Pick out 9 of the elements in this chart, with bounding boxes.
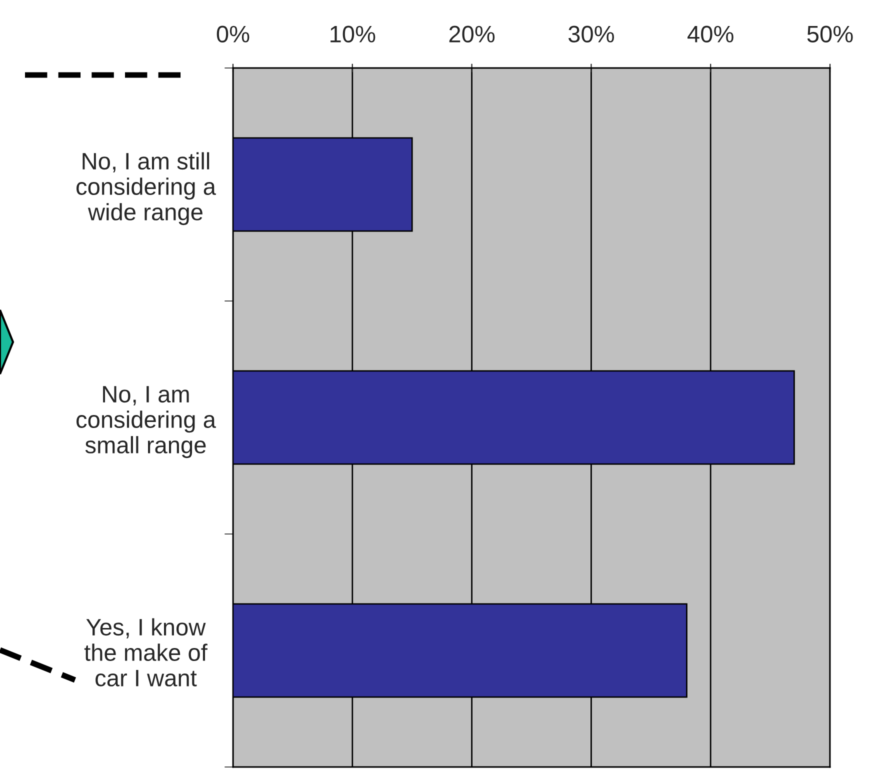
x-tick-label: 10% [330, 26, 376, 42]
x-tick-label: 20% [449, 26, 495, 42]
y-tick-label: No, I am still considering a wide range [76, 152, 216, 226]
x-tick-label: 50% [807, 26, 853, 42]
x-tick-label: 0% [216, 26, 250, 42]
x-tick-label: 40% [688, 26, 734, 42]
x-tick-label: 30% [568, 26, 614, 42]
y-tick-label: Yes, I know the make of car I want [84, 618, 208, 686]
y-tick-label: No, I am considering a small range [76, 386, 216, 458]
